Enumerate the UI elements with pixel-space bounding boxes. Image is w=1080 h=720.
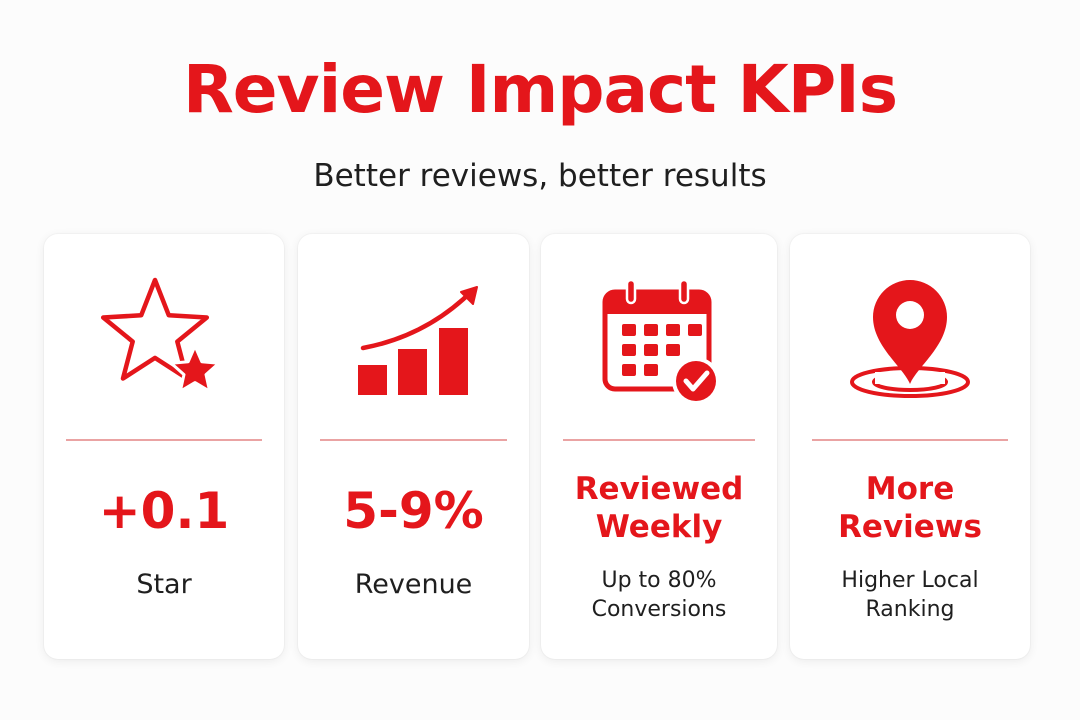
kpi-label-line-1: Up to 80% [601,568,717,593]
kpi-label: Up to 80% Conversions [541,566,777,624]
kpi-label: Revenue [354,569,473,600]
kpi-value-line-1: Reviewed [574,471,744,507]
kpi-label: Star [136,569,192,600]
kpi-value-line-2: Weekly [595,509,723,545]
kpi-label-line-1: Higher Local [841,568,979,593]
page-title: Review Impact KPIs [182,51,898,128]
kpi-value: Reviewed Weekly [541,470,777,546]
card-divider [320,439,507,441]
kpi-label: Higher Local Ranking [790,566,1030,624]
kpi-card-star-rating: +0.1 Star [44,234,284,659]
kpi-value: 5-9% [343,482,484,540]
card-divider [812,439,1008,441]
kpi-card-review-frequency: Reviewed Weekly Up to 80% Conversions [541,234,777,659]
location-pin-icon [835,268,985,413]
kpi-label-line-2: Conversions [591,597,727,622]
star-icon [89,268,239,413]
kpi-value-line-1: More [865,471,955,507]
page-subtitle: Better reviews, better results [313,158,767,194]
kpi-label-line-2: Ranking [865,597,955,622]
card-divider [563,439,755,441]
kpi-value: +0.1 [98,482,230,540]
kpi-value-line-2: Reviews [838,509,982,545]
kpi-card-revenue: 5-9% Revenue [298,234,529,659]
kpi-card-local-ranking: More Reviews Higher Local Ranking [790,234,1030,659]
calendar-check-icon [584,268,734,413]
card-divider [66,439,262,441]
kpi-value: More Reviews [790,470,1030,546]
growth-chart-icon [339,268,489,413]
